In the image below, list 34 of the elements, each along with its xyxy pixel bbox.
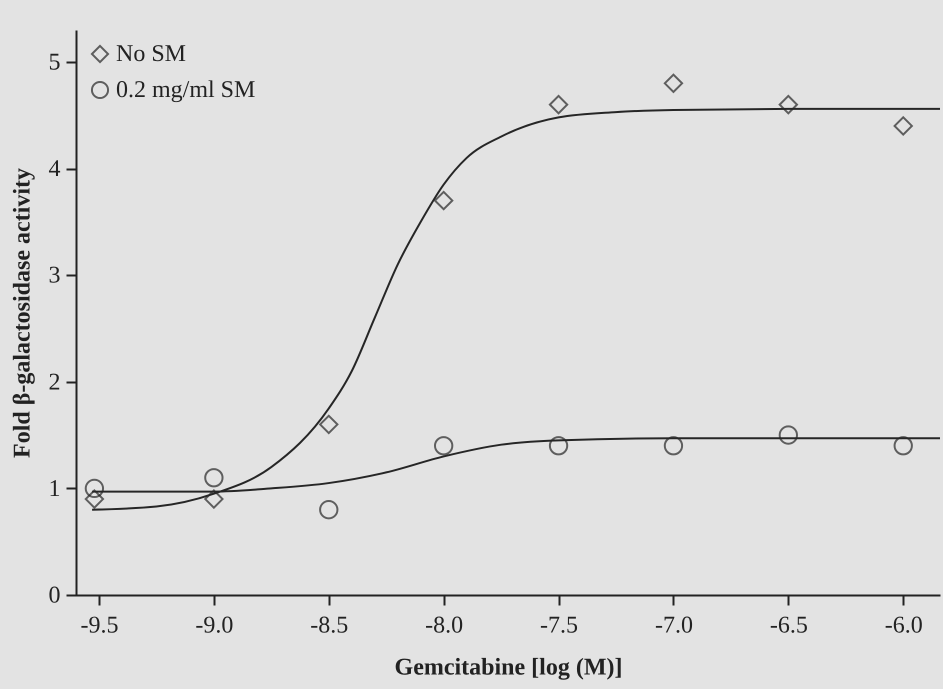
point <box>204 468 224 488</box>
x-tick-label: -9.0 <box>195 612 234 638</box>
x-axis-title: Gemcitabine [log (M)] <box>394 654 622 680</box>
point <box>894 116 913 136</box>
legend-label: 0.2 mg/ml SM <box>116 77 256 103</box>
point <box>84 489 104 509</box>
y-tick-label: 2 <box>48 369 60 396</box>
point <box>664 436 684 456</box>
point <box>319 500 338 520</box>
point <box>434 190 454 210</box>
point <box>204 489 224 509</box>
x-tick-label: -6.0 <box>884 612 923 638</box>
x-tick-label: -6.5 <box>770 612 808 638</box>
point <box>84 478 104 498</box>
y-tick-label: 5 <box>48 49 60 76</box>
y-axis-title: Fold β-galactosidase activity <box>10 168 36 458</box>
point <box>778 94 798 114</box>
y-tick-label: 3 <box>48 262 60 289</box>
x-tick-label: -8.5 <box>310 612 348 638</box>
point <box>664 74 684 93</box>
y-tick-label: 4 <box>48 156 60 182</box>
y-tick-label: 1 <box>48 476 60 502</box>
y-tick-label: 0 <box>48 582 60 608</box>
point <box>434 436 454 456</box>
point <box>894 436 913 456</box>
x-tick-label: -8.0 <box>425 612 464 638</box>
point <box>548 436 568 456</box>
x-tick-label: -7.0 <box>654 612 693 638</box>
x-tick-label: -9.5 <box>80 612 118 638</box>
x-tick-label: -7.5 <box>540 612 578 638</box>
point <box>778 425 798 445</box>
point <box>319 414 338 434</box>
legend-label: No SM <box>116 41 186 67</box>
point <box>548 94 568 114</box>
